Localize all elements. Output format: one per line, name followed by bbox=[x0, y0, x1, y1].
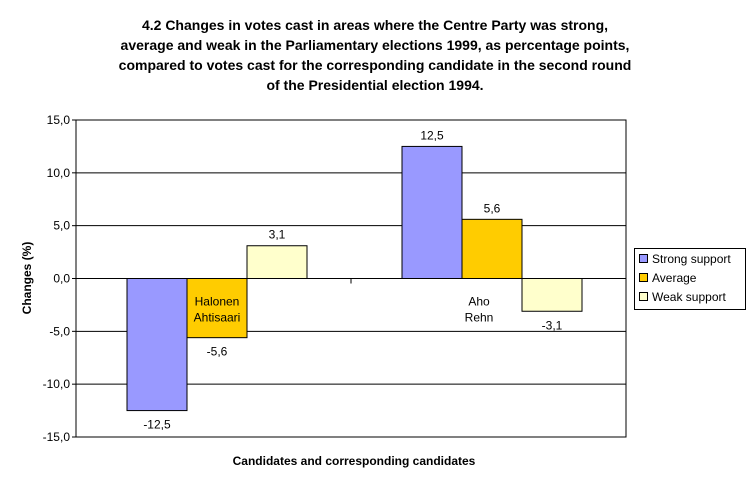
bar bbox=[246, 245, 308, 279]
title-line: compared to votes cast for the correspon… bbox=[118, 57, 632, 73]
chart-title: 4.2 Changes in votes cast in areas where… bbox=[60, 15, 690, 95]
legend-item-weak-support: Weak support bbox=[635, 287, 745, 306]
y-tick-label: -15,0 bbox=[43, 430, 71, 444]
legend-item-strong-support: Strong support bbox=[635, 249, 745, 268]
title-line: of the Presidential election 1994. bbox=[266, 77, 484, 93]
legend-swatch bbox=[639, 292, 648, 301]
y-tick-label: -5,0 bbox=[49, 324, 70, 338]
x-axis-label: Candidates and corresponding candidates bbox=[233, 454, 476, 468]
legend-label: Average bbox=[652, 270, 697, 285]
data-label: 3,1 bbox=[269, 228, 286, 242]
legend-label: Strong support bbox=[652, 251, 731, 266]
legend-swatch bbox=[639, 254, 648, 263]
data-label: -5,6 bbox=[207, 345, 228, 359]
category-label: Aho bbox=[468, 295, 490, 309]
y-tick-label: 0,0 bbox=[53, 272, 70, 286]
category-label: Ahtisaari bbox=[194, 311, 241, 325]
y-axis-label: Changes (%) bbox=[20, 242, 34, 315]
category-label: Rehn bbox=[465, 311, 494, 325]
y-tick-label: 10,0 bbox=[47, 166, 71, 180]
legend-swatch bbox=[639, 273, 648, 282]
y-tick-label: 5,0 bbox=[53, 219, 70, 233]
bar bbox=[126, 278, 188, 412]
bar bbox=[461, 218, 523, 279]
data-label: 5,6 bbox=[484, 201, 501, 215]
bar bbox=[521, 278, 583, 312]
data-label: -12,5 bbox=[143, 418, 171, 432]
title-line: 4.2 Changes in votes cast in areas where… bbox=[141, 17, 609, 33]
legend-label: Weak support bbox=[652, 289, 726, 304]
bar bbox=[401, 145, 463, 279]
legend: Strong support Average Weak support bbox=[634, 248, 746, 310]
data-label: -3,1 bbox=[542, 318, 563, 332]
y-tick-label: 15,0 bbox=[47, 113, 71, 127]
data-label: 12,5 bbox=[420, 128, 444, 142]
title-line: average and weak in the Parliamentary el… bbox=[120, 37, 630, 53]
y-tick-label: -10,0 bbox=[43, 377, 71, 391]
category-label: Halonen bbox=[195, 295, 240, 309]
legend-item-average: Average bbox=[635, 268, 745, 287]
